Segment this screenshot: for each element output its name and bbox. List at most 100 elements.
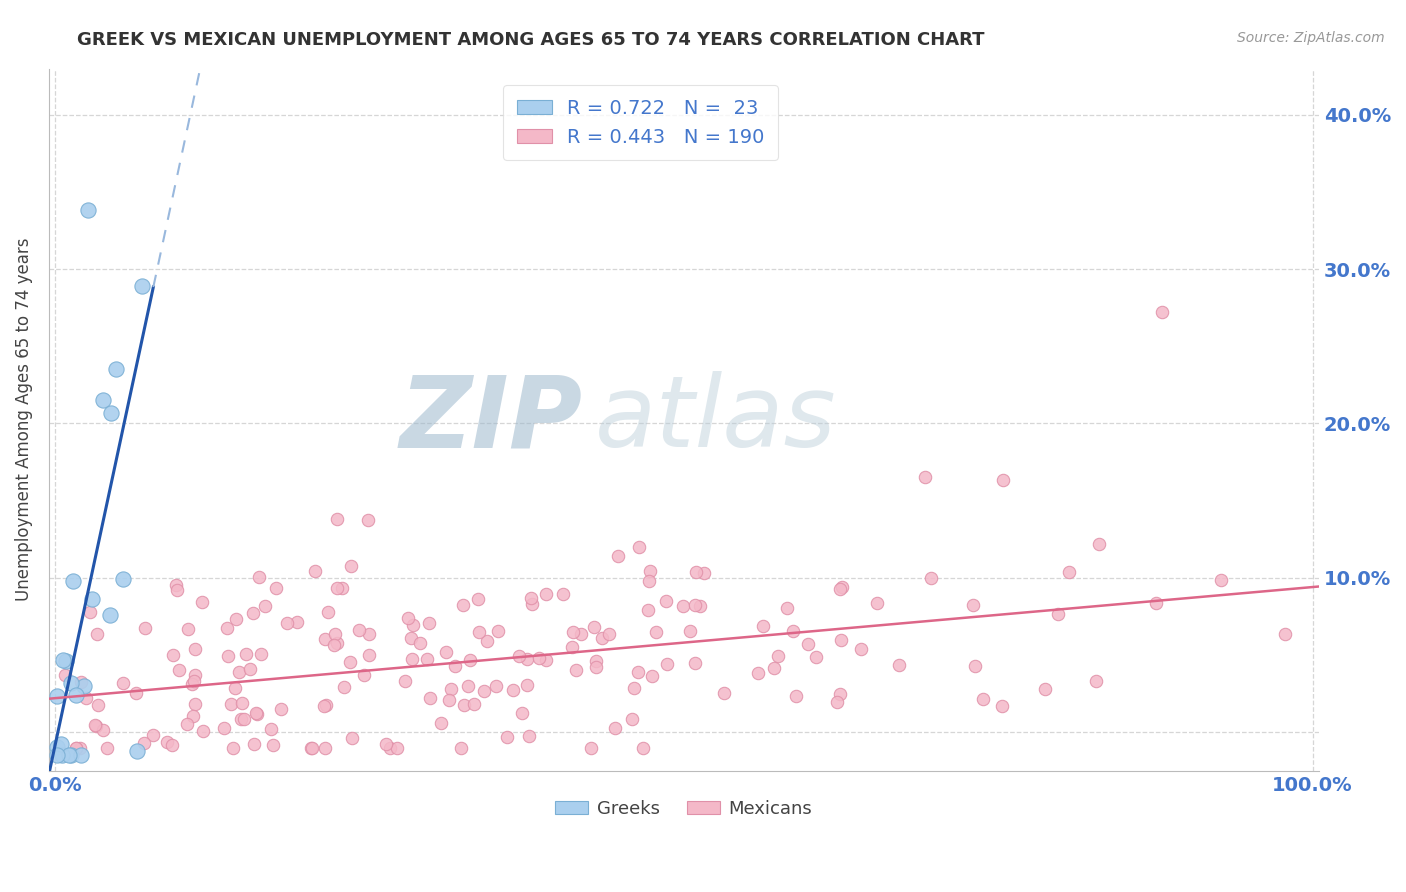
Point bbox=[763, 661, 786, 675]
Point bbox=[264, 581, 287, 595]
Point bbox=[782, 624, 804, 639]
Point bbox=[235, 647, 257, 661]
Point bbox=[683, 598, 706, 612]
Point bbox=[991, 698, 1014, 713]
Point bbox=[339, 655, 361, 669]
Point bbox=[672, 599, 695, 613]
Point bbox=[520, 591, 543, 606]
Point bbox=[45, 689, 67, 703]
Point bbox=[82, 591, 104, 606]
Point bbox=[451, 598, 474, 612]
Point bbox=[534, 587, 557, 601]
Point bbox=[517, 729, 540, 743]
Point bbox=[166, 582, 188, 597]
Point bbox=[502, 683, 524, 698]
Point bbox=[644, 625, 666, 640]
Legend: Greeks, Mexicans: Greeks, Mexicans bbox=[548, 792, 820, 825]
Point bbox=[436, 645, 458, 659]
Point bbox=[638, 574, 661, 588]
Point bbox=[191, 723, 214, 738]
Point bbox=[831, 580, 853, 594]
Point bbox=[215, 621, 238, 635]
Point bbox=[229, 712, 252, 726]
Text: atlas: atlas bbox=[595, 371, 837, 468]
Point bbox=[314, 699, 336, 714]
Point bbox=[378, 740, 401, 755]
Point bbox=[70, 675, 93, 690]
Point bbox=[561, 640, 583, 654]
Point bbox=[583, 619, 606, 633]
Point bbox=[357, 513, 380, 527]
Point bbox=[217, 648, 239, 663]
Point bbox=[79, 606, 101, 620]
Point bbox=[58, 748, 80, 763]
Point bbox=[914, 470, 936, 484]
Point bbox=[233, 712, 256, 726]
Point bbox=[1057, 565, 1080, 579]
Point bbox=[401, 618, 423, 632]
Point bbox=[713, 686, 735, 700]
Point bbox=[357, 627, 380, 641]
Point bbox=[314, 632, 336, 646]
Point bbox=[191, 595, 214, 609]
Point bbox=[49, 738, 72, 752]
Point bbox=[683, 656, 706, 670]
Point bbox=[508, 649, 530, 664]
Point bbox=[323, 626, 346, 640]
Point bbox=[585, 660, 607, 674]
Point bbox=[385, 740, 408, 755]
Point bbox=[165, 577, 187, 591]
Point bbox=[247, 570, 270, 584]
Point bbox=[627, 540, 650, 554]
Point bbox=[242, 606, 264, 620]
Point bbox=[340, 558, 363, 573]
Point bbox=[221, 740, 243, 755]
Point bbox=[347, 624, 370, 638]
Point bbox=[231, 696, 253, 710]
Point bbox=[59, 676, 82, 690]
Point bbox=[685, 565, 707, 579]
Point bbox=[84, 718, 107, 732]
Point bbox=[224, 681, 246, 695]
Point bbox=[375, 737, 398, 751]
Point bbox=[415, 651, 437, 665]
Point bbox=[301, 740, 323, 755]
Point bbox=[52, 653, 75, 667]
Text: Source: ZipAtlas.com: Source: ZipAtlas.com bbox=[1237, 31, 1385, 45]
Point bbox=[100, 406, 122, 420]
Point bbox=[86, 627, 108, 641]
Point bbox=[176, 717, 198, 731]
Point bbox=[396, 611, 419, 625]
Point bbox=[804, 650, 827, 665]
Point bbox=[516, 677, 538, 691]
Point bbox=[561, 625, 583, 640]
Point bbox=[579, 740, 602, 755]
Point bbox=[340, 731, 363, 746]
Y-axis label: Unemployment Among Ages 65 to 74 years: Unemployment Among Ages 65 to 74 years bbox=[15, 238, 32, 601]
Point bbox=[69, 740, 91, 755]
Point bbox=[849, 641, 872, 656]
Point bbox=[98, 607, 121, 622]
Point bbox=[330, 581, 353, 595]
Point bbox=[887, 657, 910, 672]
Point bbox=[322, 638, 344, 652]
Point bbox=[1150, 305, 1173, 319]
Point bbox=[457, 679, 479, 693]
Point bbox=[333, 680, 356, 694]
Point bbox=[641, 669, 664, 683]
Point bbox=[638, 564, 661, 578]
Point bbox=[239, 663, 262, 677]
Point bbox=[920, 572, 942, 586]
Point bbox=[91, 723, 114, 737]
Point bbox=[1033, 681, 1056, 696]
Point bbox=[270, 702, 292, 716]
Text: GREEK VS MEXICAN UNEMPLOYMENT AMONG AGES 65 TO 74 YEARS CORRELATION CHART: GREEK VS MEXICAN UNEMPLOYMENT AMONG AGES… bbox=[77, 31, 984, 49]
Point bbox=[401, 652, 423, 666]
Point bbox=[253, 599, 276, 613]
Point bbox=[606, 549, 628, 563]
Point bbox=[132, 736, 155, 750]
Point bbox=[276, 616, 298, 631]
Point bbox=[495, 731, 517, 745]
Point bbox=[326, 636, 349, 650]
Point bbox=[299, 740, 322, 755]
